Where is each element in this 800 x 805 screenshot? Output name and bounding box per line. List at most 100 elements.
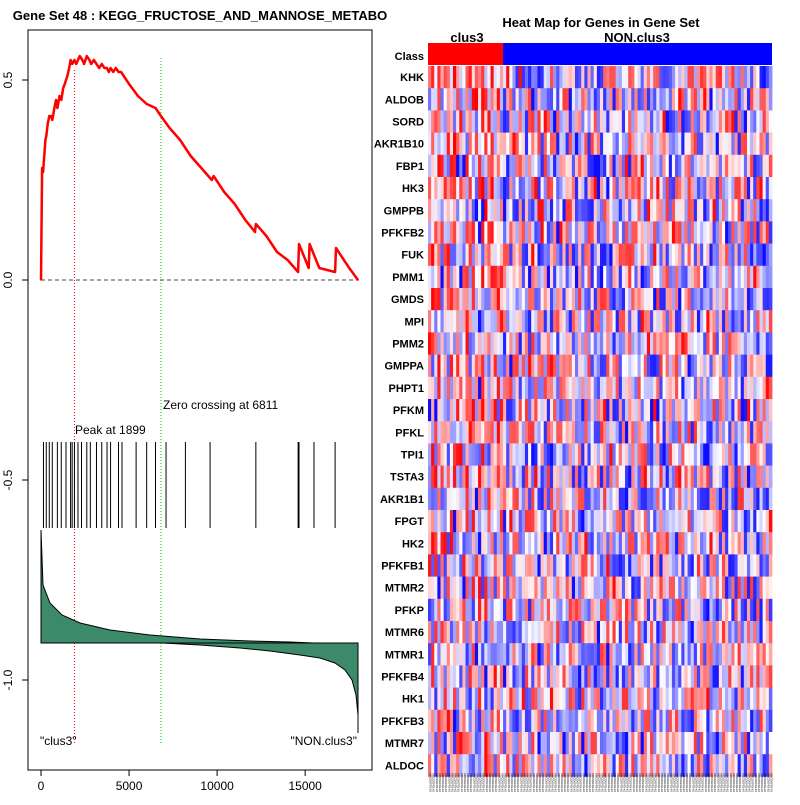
heatmap-cell [640, 510, 645, 533]
heatmap-cell [684, 399, 688, 422]
es-point [45, 135, 48, 137]
heatmap-cell [528, 110, 532, 133]
heatmap-cell [700, 310, 704, 333]
sample-label: ABCDEFGHIJ [538, 773, 542, 793]
heatmap-cell [768, 643, 773, 666]
sample-label: ABCDEFGHIJ [704, 773, 708, 793]
heatmap-cell [431, 399, 435, 422]
heatmap-cell [640, 154, 645, 178]
heatmap-cell [675, 332, 679, 355]
heatmap-cell [549, 354, 554, 378]
heatmap-cell [646, 376, 651, 400]
heatmap-cell [628, 288, 632, 311]
heatmap-cell [665, 66, 670, 89]
heatmap-cell [559, 532, 563, 555]
heatmap-cell [587, 243, 592, 267]
enrichment-plot-title: Gene Set 48 : KEGG_FRUCTOSE_AND_MANNOSE_… [13, 8, 387, 23]
heatmap-cell [606, 310, 610, 333]
heatmap-cell [524, 621, 529, 644]
heatmap-cell [546, 598, 551, 622]
heatmap-cell [465, 66, 470, 89]
heatmap-cell [743, 376, 748, 400]
heatmap-cell [443, 66, 448, 89]
heatmap-cell [531, 487, 535, 511]
heatmap-cell [696, 532, 701, 555]
sample-label: ABCDEFGHIJ [547, 773, 551, 793]
heatmap-cell [509, 487, 513, 511]
heatmap-cell [549, 510, 554, 533]
heatmap-cell [453, 110, 457, 133]
heatmap-cell [703, 754, 707, 777]
heatmap-cell [568, 687, 573, 711]
es-point [297, 271, 299, 273]
heatmap-cell [740, 598, 745, 622]
sample-label: ABCDEFGHIJ [616, 773, 620, 793]
heatmap-cell [728, 421, 732, 444]
heatmap-cell [609, 132, 613, 156]
heatmap-cell [440, 66, 445, 89]
heatmap-cell [596, 132, 601, 156]
heatmap-cell [478, 354, 482, 378]
heatmap-cell [581, 754, 585, 777]
heatmap-cell [759, 465, 764, 489]
heatmap-cell [612, 554, 617, 577]
heatmap-cell [765, 665, 770, 688]
heatmap-cell [503, 532, 507, 555]
heatmap-cell [540, 66, 545, 89]
heatmap-cell [603, 110, 607, 133]
heatmap-cell [625, 510, 629, 533]
heatmap-cell [665, 177, 670, 200]
heatmap-cell [581, 88, 585, 111]
heatmap-cell [681, 421, 685, 444]
y-tick-label: -1.0 [1, 669, 15, 690]
heatmap-cell [468, 754, 473, 777]
heatmap-cell [678, 732, 682, 755]
heatmap-cell [709, 465, 713, 489]
heatmap-cell [706, 243, 710, 267]
heatmap-cell [637, 66, 642, 89]
heatmap-cell [665, 265, 670, 289]
heatmap-cell [571, 487, 576, 511]
heatmap-cell [628, 399, 632, 422]
heatmap-cell [449, 110, 454, 133]
heatmap-cell [468, 510, 473, 533]
heatmap-cell [531, 199, 535, 222]
heatmap-cell [631, 532, 635, 555]
heatmap-cell [562, 399, 566, 422]
heatmap-cell [703, 66, 707, 89]
heatmap-cell [509, 199, 513, 222]
heatmap-cell [537, 110, 541, 133]
heatmap-cell [537, 354, 541, 378]
heatmap-cell [615, 532, 620, 555]
sample-label: ABCDEFGHIJ [557, 773, 561, 793]
heatmap-cell [690, 576, 695, 600]
heatmap-cell [634, 110, 638, 133]
heatmap-cell [549, 199, 554, 222]
heatmap-cell [459, 243, 463, 267]
heatmap-cell [562, 354, 566, 378]
heatmap-cell [559, 554, 563, 577]
heatmap-row [428, 643, 773, 666]
heatmap-cell [737, 199, 742, 222]
es-point [137, 95, 139, 97]
heatmap-cell [596, 221, 601, 244]
gene-label: HK1 [402, 694, 424, 706]
es-point [120, 71, 122, 73]
heatmap-cell [493, 399, 498, 422]
es-point [160, 115, 162, 117]
heatmap-cell [693, 576, 698, 600]
heatmap-cell [509, 532, 513, 555]
heatmap-cell [518, 621, 523, 644]
heatmap-cell [459, 643, 463, 666]
heatmap-cell [556, 310, 560, 333]
heatmap-cell [600, 598, 604, 622]
heatmap-cell [437, 532, 441, 555]
heatmap-cell [581, 621, 585, 644]
heatmap-cell [574, 265, 579, 289]
heatmap-cell [746, 310, 751, 333]
heatmap-cell [650, 66, 654, 89]
heatmap-cell [578, 510, 582, 533]
heatmap-cell [546, 265, 551, 289]
heatmap-cell [625, 709, 629, 733]
heatmap-cell [637, 88, 642, 111]
